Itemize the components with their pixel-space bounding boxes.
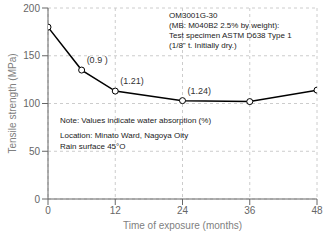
html-text:(MB: M040B2 2.5% by weight):: (MB: M040B2 2.5% by weight): [169,21,280,30]
svg-text:48: 48 [311,205,321,216]
svg-text:Tensile strength (MPa): Tensile strength (MPa) [8,53,18,153]
svg-text:36: 36 [244,205,256,216]
svg-text:(1.24): (1.24) [188,86,212,96]
svg-text:200: 200 [23,3,40,14]
html-text:Test specimen ASTM D638 Type 1: Test specimen ASTM D638 Type 1 [169,31,292,40]
html-text:Rain surface 45°O: Rain surface 45°O [60,142,126,151]
svg-text:150: 150 [23,50,40,61]
svg-text:(1.21): (1.21) [120,76,144,86]
svg-text:100: 100 [23,98,40,109]
svg-text:0: 0 [34,194,40,205]
svg-text:24: 24 [177,205,189,216]
svg-text:Time of exposure (months): Time of exposure (months) [123,220,242,231]
svg-text:12: 12 [110,205,122,216]
html-text:Location: Minato Ward, Nagoya: Location: Minato Ward, Nagoya Oity [60,131,189,140]
svg-text:50: 50 [29,146,41,157]
svg-text:(0.9 ): (0.9 ) [87,55,108,65]
html-text:(1/8" t. Initially dry.): (1/8" t. Initially dry.) [169,41,237,50]
svg-text:0: 0 [45,205,51,216]
html-text:OM3001G-30: OM3001G-30 [169,11,218,20]
html-text:Note: Values indicate water ab: Note: Values indicate water absorption (… [60,116,211,125]
